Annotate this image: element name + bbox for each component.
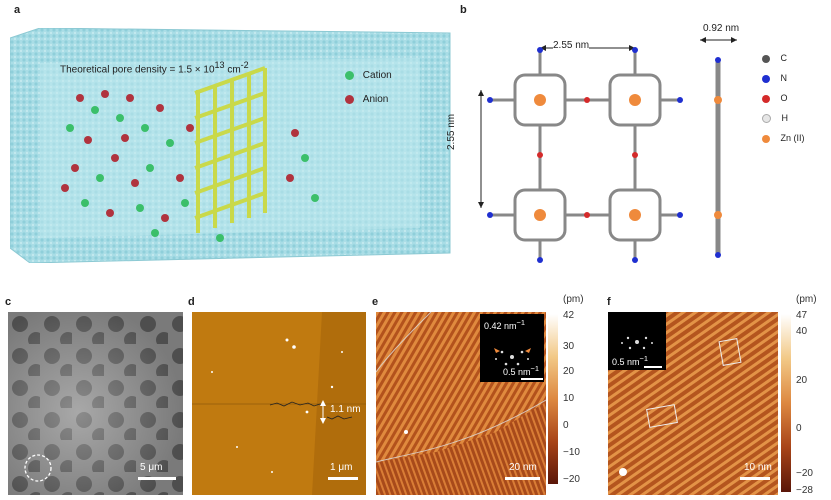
panel-e-cb-tick: 10 xyxy=(563,393,575,404)
panel-b-label: b xyxy=(460,4,467,16)
panel-c-scale-label: 5 μm xyxy=(140,462,163,473)
panel-f-label: f xyxy=(607,296,611,308)
panel-e-cb-tick: 20 xyxy=(563,366,575,377)
panel-f-cb-tick: 20 xyxy=(796,375,808,386)
pore-density-annotation: Theoretical pore density = 1.5 × 1013 cm… xyxy=(60,60,249,76)
panel-e-cb-tick: 0 xyxy=(563,420,569,431)
panel-e-stm-image xyxy=(376,312,546,495)
panel-d-scale-label: 1 μm xyxy=(330,462,353,473)
panel-a-simulation-box xyxy=(10,28,451,263)
panel-d-afm-image xyxy=(192,312,366,495)
panel-d-label: d xyxy=(188,296,195,308)
atom-legend-zn: Zn (II) xyxy=(762,133,805,143)
panel-e-cb-tick: 30 xyxy=(563,341,575,352)
carbon-dot xyxy=(762,54,770,63)
ions xyxy=(61,90,319,242)
legend-cation: Cation xyxy=(345,70,392,81)
panel-e-inset-spacing: 0.42 nm−1 xyxy=(484,318,526,331)
panel-e-scale-bar xyxy=(505,477,540,480)
membrane-lattice xyxy=(194,66,267,233)
panel-e-cb-tick: −20 xyxy=(563,474,580,485)
anion-dot xyxy=(345,94,354,104)
panel-e-cb-tick: 42 xyxy=(563,310,575,321)
panel-f-colorbar-unit: (pm) xyxy=(796,294,817,305)
panel-d-height-label: 1.1 nm xyxy=(330,404,361,415)
panel-c-scale-bar xyxy=(138,477,176,480)
nitrogen-dot xyxy=(762,74,770,83)
panel-e-scale-label: 20 nm xyxy=(509,462,537,473)
panel-f-cb-tick: −28 xyxy=(796,485,813,496)
panel-a-label: a xyxy=(14,4,21,16)
panel-e-label: e xyxy=(372,296,379,308)
panel-f-inset-scale: 0.5 nm−1 xyxy=(612,354,649,367)
atom-legend-c: C xyxy=(762,53,787,63)
panel-f-scale-label: 10 nm xyxy=(744,462,772,473)
hydrogen-dot xyxy=(762,114,771,124)
atom-legend-o: O xyxy=(762,93,788,103)
panel-c-tem-image xyxy=(8,312,183,495)
cation-dot xyxy=(345,70,354,80)
width-dimension-label: 2.55 nm xyxy=(553,40,590,51)
thickness-dimension-label: 0.92 nm xyxy=(703,23,740,34)
panel-f-cb-tick: 0 xyxy=(796,423,802,434)
panel-f-cb-tick: 47 xyxy=(796,310,808,321)
panel-e-inset-scale: 0.5 nm−1 xyxy=(503,364,540,377)
panel-f-colorbar xyxy=(781,314,791,492)
zinc-dot xyxy=(762,134,770,143)
panel-d-scale-bar xyxy=(328,477,358,480)
height-dimension-label: 2.55 nm xyxy=(446,113,457,150)
oxygen-dot xyxy=(762,94,770,103)
panel-e-colorbar-unit: (pm) xyxy=(563,294,584,305)
panel-e-colorbar xyxy=(548,314,558,484)
panel-c-label: c xyxy=(5,296,12,308)
panel-b-molecular-structure xyxy=(478,37,737,263)
panel-f-cb-tick: −20 xyxy=(796,468,813,479)
panel-e-inset-scale-bar xyxy=(521,378,543,380)
atom-legend-h: H xyxy=(762,113,788,124)
panel-f-cb-tick: 40 xyxy=(796,326,808,337)
panel-f-stm-image xyxy=(608,312,778,495)
legend-anion: Anion xyxy=(345,94,388,105)
panel-f-inset-scale-bar xyxy=(644,366,662,368)
panel-e-cb-tick: −10 xyxy=(563,447,580,458)
panel-f-scale-bar xyxy=(740,477,770,480)
atom-legend-n: N xyxy=(762,73,787,83)
